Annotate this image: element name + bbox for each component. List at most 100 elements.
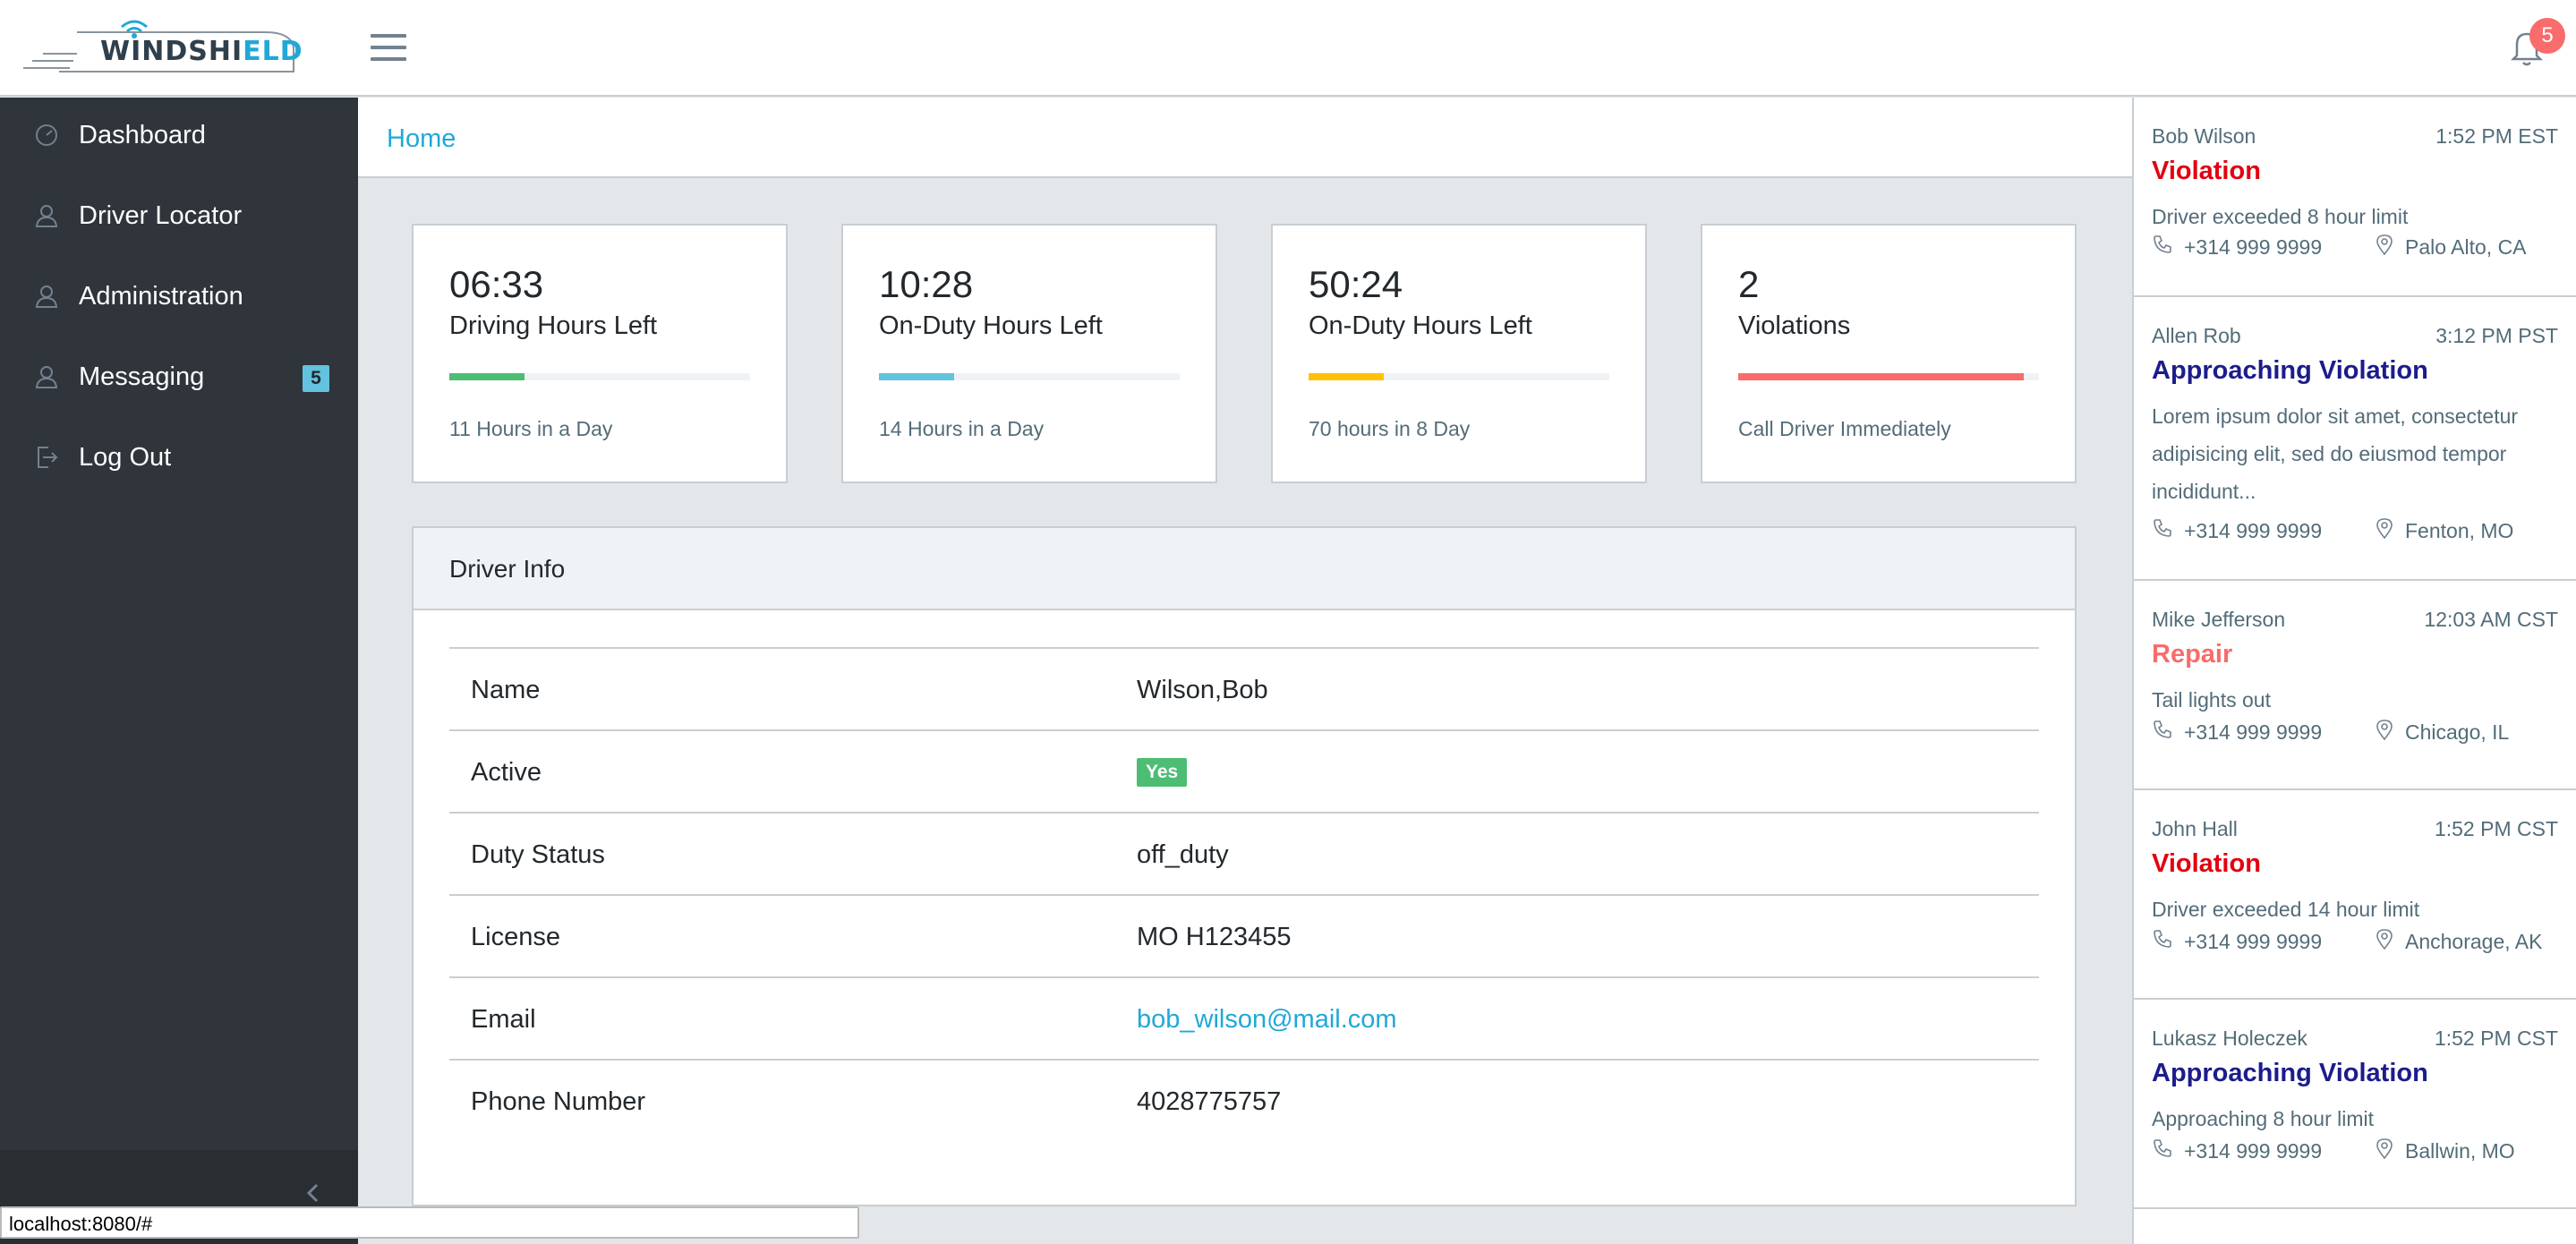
user-icon [35, 205, 58, 227]
notification-phone: +314 999 9999 [2184, 235, 2323, 259]
table-row: Name Wilson,Bob [449, 649, 2039, 731]
notification-count-badge: 5 [2529, 18, 2565, 54]
notification-description: Approaching 8 hour limit [2152, 1107, 2375, 1130]
row-label: Phone Number [471, 1087, 646, 1116]
location-pin-icon [2376, 929, 2393, 950]
notification-type: Approaching Violation [2152, 1059, 2428, 1087]
chevron-left-icon[interactable] [301, 1180, 326, 1206]
phone-icon [2154, 235, 2171, 253]
stat-title: On-Duty Hours Left [879, 311, 1103, 340]
notification-time: 12:03 AM CST [2424, 608, 2558, 631]
notification-location: Chicago, IL [2405, 720, 2510, 744]
sidebar-item-dashboard[interactable]: Dashboard [0, 98, 358, 178]
sidebar-item-label: Log Out [79, 443, 172, 472]
notification-description: Lorem ipsum dolor sit amet, consectetur … [2152, 405, 2519, 503]
progress-bar [879, 373, 1180, 380]
notification-location: Palo Alto, CA [2405, 235, 2527, 259]
sidebar-item-label: Driver Locator [79, 201, 243, 230]
stat-subtitle: 11 Hours in a Day [449, 417, 613, 440]
progress-bar [1309, 373, 1609, 380]
row-label: Name [471, 676, 541, 704]
active-status-badge: Yes [1137, 758, 1188, 787]
row-label: Duty Status [471, 840, 605, 869]
notification-phone: +314 999 9999 [2184, 519, 2323, 542]
sidebar-item-messaging[interactable]: Messaging 5 [0, 339, 358, 420]
row-label: Active [471, 758, 542, 787]
progress-fill [1309, 373, 1384, 380]
logo-graphic [23, 20, 294, 72]
messaging-count-badge: 5 [303, 365, 329, 392]
progress-fill [1738, 373, 2025, 380]
driver-info-card: Driver Info Name Wilson,Bob Active Yes D… [412, 526, 2077, 1206]
notification-item[interactable]: Allen Rob 3:12 PM PST Approaching Violat… [2134, 297, 2576, 581]
notification-type: Violation [2152, 157, 2261, 185]
menu-toggle-icon[interactable] [371, 34, 406, 63]
table-row: Email bob_wilson@mail.com [449, 978, 2039, 1061]
notification-item[interactable]: Lukasz Holeczek 1:52 PM CST Approaching … [2134, 1000, 2576, 1209]
stat-card-violations: 2 Violations Call Driver Immediately [1701, 224, 2077, 483]
stat-value: 06:33 [449, 263, 544, 305]
notification-item[interactable]: Mike Jefferson 12:03 AM CST Repair Tail … [2134, 581, 2576, 790]
stat-card-driving-hours: 06:33 Driving Hours Left 11 Hours in a D… [412, 224, 788, 483]
phone-icon [2154, 720, 2171, 738]
notification-location: Ballwin, MO [2405, 1139, 2515, 1163]
stat-title: Driving Hours Left [449, 311, 658, 340]
windshield-logo[interactable]: WINDSHIELD [23, 16, 303, 81]
email-link[interactable]: bob_wilson@mail.com [1137, 1005, 1397, 1034]
status-url: localhost:8080/# [9, 1213, 153, 1235]
progress-fill [879, 373, 954, 380]
location-pin-icon [2376, 1138, 2393, 1160]
phone-icon [2154, 930, 2171, 948]
row-value: 4028775757 [1137, 1087, 1282, 1116]
notification-item[interactable]: John Hall 1:52 PM CST Violation Driver e… [2134, 790, 2576, 1000]
notification-time: 1:52 PM CST [2434, 1027, 2558, 1050]
table-row: Duty Status off_duty [449, 814, 2039, 896]
stat-title: On-Duty Hours Left [1309, 311, 1532, 340]
notification-driver-name: John Hall [2152, 817, 2238, 840]
stat-subtitle: 70 hours in 8 Day [1309, 417, 1471, 440]
phone-icon [2154, 1139, 2171, 1157]
logout-icon [38, 447, 58, 468]
notifications-panel: Bob Wilson 1:52 PM EST Violation Driver … [2132, 98, 2576, 1244]
browser-status-bar: localhost:8080/# [0, 1206, 859, 1239]
location-pin-icon [2376, 720, 2393, 741]
row-value: Wilson,Bob [1137, 676, 1268, 704]
breadcrumb-home-link[interactable]: Home [387, 124, 456, 153]
notification-description: Tail lights out [2152, 688, 2271, 711]
sidebar-item-label: Dashboard [79, 121, 206, 149]
notification-driver-name: Bob Wilson [2152, 124, 2256, 148]
notification-driver-name: Mike Jefferson [2152, 608, 2286, 631]
notification-type: Approaching Violation [2152, 356, 2428, 385]
row-value: off_duty [1137, 840, 1229, 869]
sidebar-item-driver-locator[interactable]: Driver Locator [0, 178, 358, 259]
notification-driver-name: Lukasz Holeczek [2152, 1027, 2307, 1050]
sidebar-item-label: Administration [79, 282, 243, 311]
dashboard-gauge-icon [36, 124, 57, 146]
notification-phone: +314 999 9999 [2184, 930, 2323, 953]
notification-type: Violation [2152, 849, 2261, 878]
table-row: Phone Number 4028775757 [449, 1061, 2039, 1143]
notification-description: Driver exceeded 8 hour limit [2152, 205, 2409, 228]
notification-phone: +314 999 9999 [2184, 1139, 2323, 1163]
stat-subtitle: 14 Hours in a Day [879, 417, 1045, 440]
breadcrumb: Home [358, 98, 2132, 178]
notification-description: Driver exceeded 14 hour limit [2152, 898, 2420, 921]
location-pin-icon [2376, 518, 2393, 540]
notification-location: Fenton, MO [2405, 519, 2514, 542]
card-header: Driver Info [414, 528, 2075, 610]
sidebar: Dashboard Driver Locator Administration … [0, 98, 358, 1244]
user-icon [35, 366, 58, 388]
stat-value: 50:24 [1309, 263, 1403, 305]
logo-wordmark: WINDSHIELD [100, 36, 303, 67]
sidebar-item-log-out[interactable]: Log Out [0, 420, 358, 500]
progress-fill [449, 373, 525, 380]
sidebar-item-administration[interactable]: Administration [0, 259, 358, 339]
notification-time: 3:12 PM PST [2435, 324, 2558, 347]
progress-bar [1738, 373, 2039, 380]
row-value: MO H123455 [1137, 923, 1292, 951]
notification-type: Repair [2152, 640, 2233, 669]
notification-item[interactable]: Bob Wilson 1:52 PM EST Violation Driver … [2134, 98, 2576, 297]
table-top-border [449, 647, 2039, 649]
stat-title: Violations [1738, 311, 1851, 340]
table-row: License MO H123455 [449, 896, 2039, 978]
